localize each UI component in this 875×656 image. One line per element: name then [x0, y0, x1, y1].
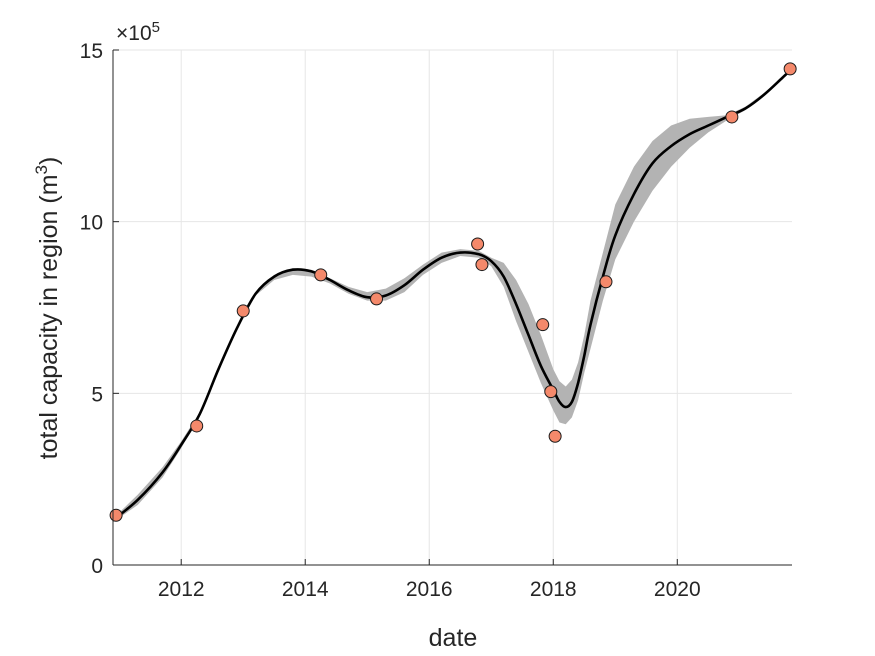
data-point-11: [725, 110, 739, 124]
data-point-8: [544, 385, 558, 399]
fit-line: [112, 67, 793, 522]
data-point-1: [190, 419, 204, 433]
x-tick-label-1: 2014: [282, 578, 329, 601]
x-axis-ticks: 2012 2014 2016 2018 2020: [158, 559, 701, 601]
x-tick-label-4: 2020: [654, 578, 701, 601]
y-axis-title-close: ): [35, 157, 63, 165]
data-point-2: [236, 304, 250, 318]
data-point-0: [109, 508, 123, 522]
y-exponent-label: ×105: [116, 19, 160, 45]
x-axis-title: date: [429, 624, 478, 652]
y-axis-title: total capacity in region (m3): [32, 157, 63, 460]
y-tick-label-0: 0: [91, 555, 103, 578]
fit-curve: [112, 67, 793, 522]
axes: [112, 50, 792, 566]
data-point-6: [475, 258, 489, 272]
data-point-12: [783, 62, 797, 76]
data-point-9: [548, 429, 562, 443]
y-tick-label-3: 15: [80, 40, 103, 63]
data-point-7: [536, 318, 550, 332]
y-exponent-sup: 5: [152, 19, 160, 36]
x-tick-label-2: 2016: [406, 578, 453, 601]
data-point-10: [599, 275, 613, 289]
y-axis-title-sup: 3: [32, 165, 51, 174]
data-point-4: [370, 292, 384, 306]
data-point-5: [471, 237, 485, 251]
x-tick-label-0: 2012: [158, 578, 205, 601]
data-point-3: [314, 268, 328, 282]
y-axis-title-main: total capacity in region (m: [35, 174, 63, 459]
y-tick-label-2: 10: [80, 212, 103, 235]
y-exponent-prefix: ×10: [116, 22, 152, 45]
y-axis-ticks: 0 5 10 15: [80, 40, 119, 578]
y-tick-label-1: 5: [91, 383, 103, 406]
x-tick-label-3: 2018: [530, 578, 577, 601]
